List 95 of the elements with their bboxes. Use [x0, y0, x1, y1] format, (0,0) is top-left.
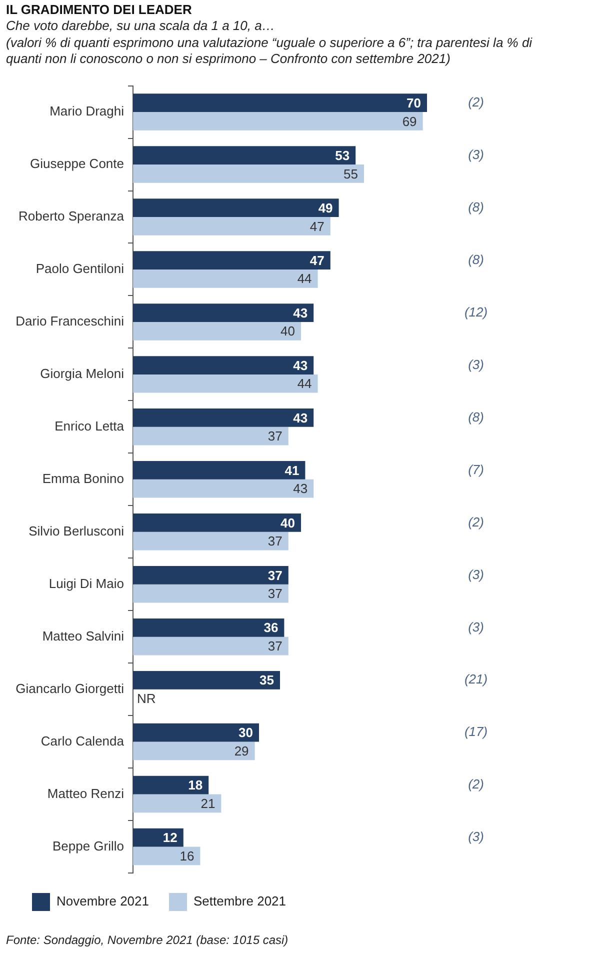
text: (3) — [468, 356, 484, 372]
bar — [133, 532, 288, 550]
chart-subtitle: Che voto darebbe, su una scala da 1 a 10, a… — [6, 18, 276, 34]
text: (12) — [464, 304, 488, 320]
data-label: 41 — [284, 462, 300, 478]
data-label: 55 — [344, 166, 358, 182]
y-tick-label: Mario Draghi — [50, 104, 124, 119]
text: (2) — [468, 514, 484, 530]
bar — [133, 670, 280, 690]
y-tick-label: Enrico Letta — [54, 418, 125, 434]
legend-label: Novembre 2021 — [56, 894, 149, 909]
bar — [133, 514, 301, 532]
text: (17) — [464, 724, 488, 740]
chart-title: IL GRADIMENTO DEI LEADER — [6, 2, 192, 18]
data-label: 40 — [280, 515, 295, 530]
text: (3) — [468, 566, 484, 582]
data-label: 70 — [406, 95, 421, 110]
text: (2) — [468, 94, 484, 110]
bar — [133, 846, 200, 866]
data-label: 37 — [268, 568, 282, 583]
text: (8) — [468, 409, 484, 424]
text: (2) — [468, 776, 484, 792]
bar — [133, 94, 427, 112]
data-label: 40 — [280, 324, 295, 339]
y-tick-label: Giuseppe Conte — [30, 156, 124, 172]
bar — [133, 198, 339, 217]
bar — [133, 479, 314, 498]
y-tick-label: Paolo Gentiloni — [36, 261, 124, 276]
bar — [133, 742, 255, 760]
data-label: 37 — [268, 638, 282, 654]
text: NR — [137, 691, 156, 706]
data-label: 43 — [293, 358, 308, 373]
bar — [133, 584, 288, 603]
data-label: 44 — [297, 376, 312, 392]
y-tick-label: Matteo Salvini — [42, 628, 124, 644]
data-label: 29 — [234, 744, 249, 759]
bar — [133, 217, 330, 236]
data-label: 21 — [200, 796, 216, 812]
text: (21) — [464, 672, 488, 687]
y-tick-label: Carlo Calenda — [40, 733, 125, 748]
text: (3) — [468, 619, 484, 634]
text: (3) — [468, 146, 484, 162]
data-label: 69 — [402, 114, 417, 129]
text: (3) — [468, 829, 484, 844]
text: (valori % di quanti esprimono una valutazione “uguale o superiore a 6”; tra parentesi la % di quanti non li conoscono o non si esprimono – Confronto con settembre 2021) — [6, 34, 534, 68]
data-label: 37 — [268, 534, 282, 549]
bar — [133, 828, 184, 847]
data-label: 37 — [268, 586, 282, 602]
data-label: 12 — [162, 830, 178, 846]
bar — [133, 146, 356, 165]
data-label: 44 — [297, 271, 312, 286]
source-note: Fonte: Sondaggio, Novembre 2021 (base: 1015 casi) — [6, 933, 290, 948]
bar — [133, 461, 306, 480]
y-tick-label: Roberto Speranza — [18, 208, 125, 224]
data-label: 43 — [293, 410, 308, 426]
y-tick-label: Dario Franceschini — [16, 314, 124, 329]
data-label: 37 — [268, 428, 282, 444]
data-label: 16 — [180, 848, 194, 864]
text: (8) — [468, 252, 484, 267]
bar — [133, 164, 364, 183]
data-label: 43 — [293, 305, 308, 320]
y-tick-label: Luigi Di Maio — [48, 576, 124, 591]
bar — [133, 636, 288, 656]
data-label: 49 — [318, 200, 333, 216]
bar — [133, 426, 288, 446]
bar — [133, 566, 288, 584]
bar — [133, 723, 259, 742]
y-tick-label: Matteo Renzi — [47, 786, 124, 801]
bar — [133, 356, 314, 374]
bar — [133, 269, 318, 288]
text: (7) — [468, 462, 484, 477]
y-tick-label: Giancarlo Giorgetti — [16, 680, 124, 696]
bar — [133, 618, 284, 637]
bar — [133, 408, 314, 427]
bar — [133, 322, 301, 340]
bar — [133, 794, 222, 813]
bar — [133, 251, 330, 270]
data-label: 36 — [264, 620, 278, 636]
bar — [133, 304, 314, 322]
bar — [133, 776, 209, 794]
y-tick-label: Giorgia Meloni — [40, 366, 124, 382]
data-label: 30 — [238, 725, 253, 740]
data-label: 43 — [293, 481, 308, 496]
legend-label: Settembre 2021 — [194, 894, 286, 909]
data-label: 18 — [188, 778, 203, 793]
data-label: 53 — [335, 148, 350, 163]
bar — [133, 112, 423, 130]
data-label: 47 — [310, 252, 324, 268]
text: (8) — [468, 199, 484, 214]
y-tick-label: Beppe Grillo — [52, 838, 124, 854]
y-tick-label: Emma Bonino — [42, 470, 124, 486]
data-label: 47 — [310, 218, 324, 234]
bar — [133, 374, 318, 393]
data-label: 35 — [260, 672, 274, 688]
y-tick-label: Silvio Berlusconi — [28, 523, 124, 538]
